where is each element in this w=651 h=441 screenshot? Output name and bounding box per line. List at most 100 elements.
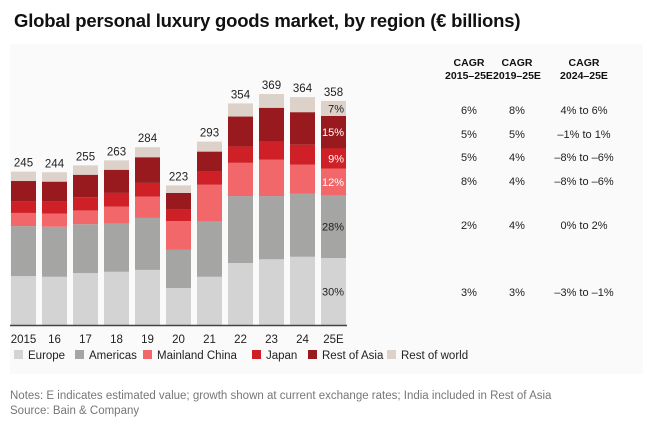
legend-label: Rest of world — [401, 350, 468, 362]
bar-segment-americas-18 — [104, 223, 129, 272]
total-label: 354 — [231, 89, 251, 101]
bar-segment-rest-of-world-20 — [166, 185, 191, 193]
bar-segment-mainland-china-21 — [197, 184, 222, 222]
share-label-americas: 28% — [322, 222, 344, 234]
cagr-cell-rest-of-asia: 5% — [461, 129, 477, 141]
bar-segment-americas-20 — [166, 249, 191, 289]
bar-segment-mainland-china-19 — [135, 196, 160, 218]
bar-segment-japan-18 — [104, 192, 129, 207]
cagr-cell-mainland-china: 4% — [509, 176, 525, 188]
x-tick-label: 22 — [234, 334, 247, 346]
cagr-cell-europe: –3% to –1% — [554, 287, 614, 299]
bar-segment-rest-of-world-19 — [135, 147, 160, 158]
bar-segment-rest-of-world-2015 — [11, 171, 36, 182]
cagr-header-line1: CAGR — [454, 57, 485, 69]
bar-segment-europe-16 — [42, 276, 67, 325]
bar-segment-rest-of-world-24 — [290, 97, 315, 113]
bar-segment-rest-of-asia-20 — [166, 192, 191, 210]
legend-label: Americas — [89, 350, 137, 362]
bar-segment-japan-16 — [42, 201, 67, 214]
bar-segment-americas-17 — [73, 224, 98, 274]
cagr-header-line2: 2024–25E — [560, 70, 608, 82]
share-label-europe: 30% — [322, 287, 344, 299]
cagr-cell-mainland-china: –8% to –6% — [554, 176, 614, 188]
legend-label: Rest of Asia — [322, 350, 384, 362]
bar-segment-americas-22 — [228, 196, 253, 264]
bar-segment-japan-17 — [73, 197, 98, 211]
chart-notes: Notes: E indicates estimated value; grow… — [10, 390, 552, 402]
bar-segment-japan-2015 — [11, 201, 36, 213]
bar-segment-rest-of-world-16 — [42, 172, 67, 182]
bar-segment-mainland-china-22 — [228, 162, 253, 197]
bar-segment-mainland-china-23 — [259, 159, 284, 197]
bar-segment-europe-17 — [73, 273, 98, 325]
x-tick-label: 17 — [79, 334, 92, 346]
bar-segment-europe-19 — [135, 269, 160, 325]
stacked-bar-chart: 245 2015 244 16 255 17 263 18 284 19 223 20 293 21 354… — [10, 57, 614, 362]
x-tick-label: 16 — [48, 334, 61, 346]
total-label: 263 — [107, 146, 126, 158]
total-label: 369 — [262, 80, 281, 92]
bar-segment-rest-of-world-25E — [321, 100, 346, 116]
x-tick-label: 25E — [323, 334, 344, 346]
total-label: 284 — [138, 133, 158, 145]
bar-segment-europe-25E — [321, 258, 346, 325]
x-tick-label: 18 — [110, 334, 123, 346]
cagr-cell-rest-of-asia: 5% — [509, 129, 525, 141]
bar-segment-japan-19 — [135, 182, 160, 197]
cagr-cell-rest-of-asia: –1% to 1% — [557, 129, 610, 141]
x-tick-label: 24 — [296, 334, 309, 346]
cagr-cell-europe: 3% — [461, 287, 477, 299]
share-label-japan: 9% — [328, 153, 344, 165]
total-label: 244 — [45, 158, 65, 170]
bar-segment-americas-23 — [259, 196, 284, 260]
legend-swatch-japan — [252, 350, 261, 359]
cagr-cell-europe: 3% — [509, 287, 525, 299]
bar-segment-rest-of-world-18 — [104, 160, 129, 170]
bar-segment-rest-of-asia-19 — [135, 157, 160, 183]
legend-label: Europe — [28, 350, 65, 362]
bar-segment-europe-21 — [197, 276, 222, 325]
cagr-header-line1: CAGR — [569, 57, 600, 69]
bar-segment-japan-21 — [197, 171, 222, 185]
cagr-cell-japan: 5% — [461, 152, 477, 164]
bar-segment-americas-16 — [42, 226, 67, 277]
legend-swatch-europe — [14, 350, 23, 359]
bar-segment-mainland-china-16 — [42, 213, 67, 227]
x-tick-label: 23 — [265, 334, 278, 346]
legend-label: Japan — [266, 350, 297, 362]
bar-segment-mainland-china-24 — [290, 164, 315, 194]
legend-swatch-rest-of-world — [387, 350, 396, 359]
bar-segment-rest-of-asia-21 — [197, 151, 222, 172]
bar-segment-europe-23 — [259, 259, 284, 325]
cagr-cell-rest-of-world: 8% — [509, 105, 525, 117]
share-label-rest-of-asia: 15% — [322, 127, 344, 139]
share-label-rest-of-world: 7% — [328, 103, 344, 115]
bar-segment-europe-2015 — [11, 276, 36, 325]
cagr-cell-japan: –8% to –6% — [554, 152, 614, 164]
bar-segment-rest-of-world-21 — [197, 141, 222, 152]
bar-segment-mainland-china-2015 — [11, 212, 36, 227]
chart-panel: 245 2015 244 16 255 17 263 18 284 19 223 20 293 21 354… — [10, 44, 643, 374]
cagr-cell-rest-of-world: 4% to 6% — [560, 105, 607, 117]
bar-segment-rest-of-asia-24 — [290, 112, 315, 145]
bar-segment-rest-of-asia-2015 — [11, 181, 36, 202]
cagr-header-line2: 2015–25E — [445, 70, 493, 82]
bar-segment-europe-24 — [290, 256, 315, 325]
total-label: 364 — [293, 83, 313, 95]
bar-segment-japan-24 — [290, 144, 315, 165]
x-tick-label: 2015 — [11, 334, 37, 346]
x-tick-label: 21 — [203, 334, 216, 346]
bar-segment-americas-21 — [197, 221, 222, 277]
cagr-cell-americas: 0% to 2% — [560, 220, 607, 232]
bar-segment-mainland-china-17 — [73, 210, 98, 225]
cagr-cell-mainland-china: 8% — [461, 176, 477, 188]
x-tick-label: 19 — [141, 334, 154, 346]
cagr-cell-japan: 4% — [509, 152, 525, 164]
bar-segment-americas-24 — [290, 193, 315, 257]
bar-segment-americas-25E — [321, 195, 346, 259]
bar-segment-japan-25E — [321, 148, 346, 169]
bar-segment-rest-of-world-17 — [73, 165, 98, 175]
bar-segment-japan-23 — [259, 141, 284, 160]
bar-segment-mainland-china-25E — [321, 168, 346, 196]
